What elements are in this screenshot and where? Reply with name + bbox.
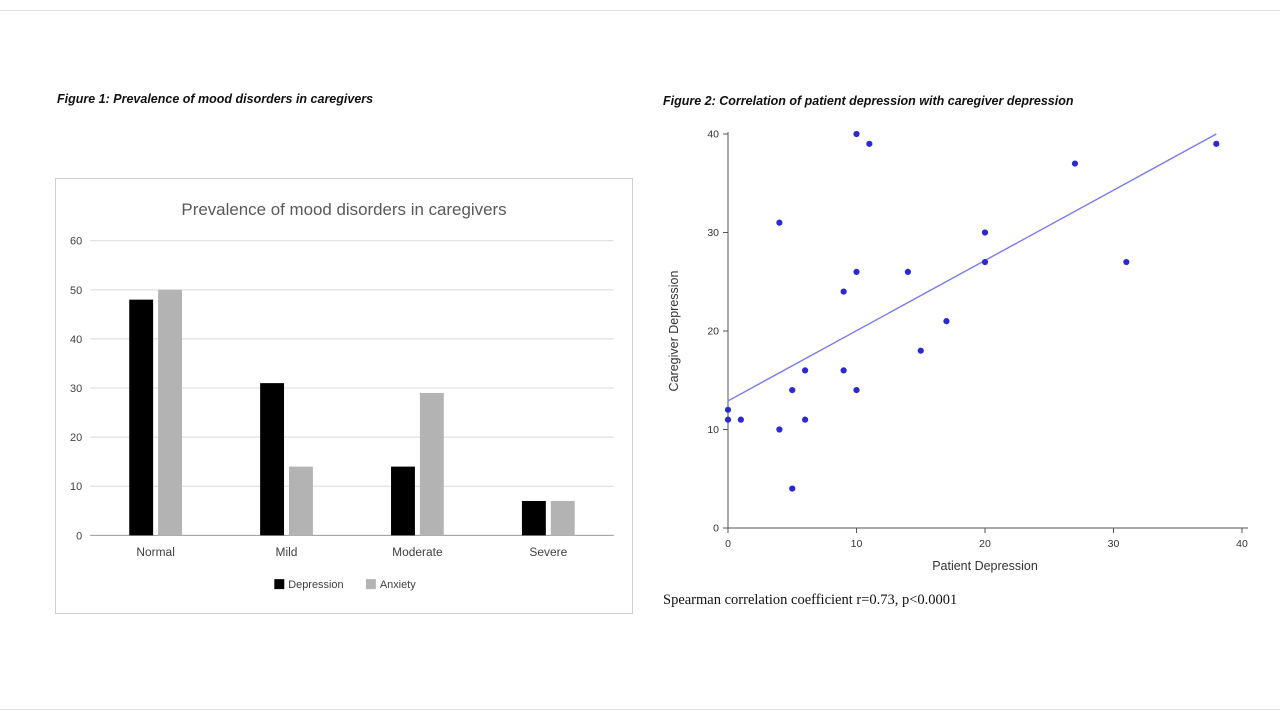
- svg-text:0: 0: [725, 538, 731, 550]
- page-edge-bottom: [0, 709, 1280, 710]
- figure1-caption: Figure 1: Prevalence of mood disorders i…: [57, 92, 374, 106]
- svg-text:40: 40: [707, 129, 719, 141]
- svg-text:Moderate: Moderate: [392, 545, 443, 559]
- svg-text:30: 30: [707, 227, 719, 239]
- svg-text:Normal: Normal: [136, 545, 174, 559]
- svg-text:20: 20: [979, 538, 991, 550]
- svg-text:Prevalence of mood disorders i: Prevalence of mood disorders in caregive…: [181, 200, 506, 219]
- svg-text:30: 30: [70, 383, 82, 395]
- svg-text:20: 20: [707, 326, 719, 338]
- svg-text:10: 10: [707, 424, 719, 436]
- svg-text:0: 0: [713, 523, 719, 535]
- svg-text:60: 60: [70, 236, 82, 248]
- scatter-chart: 0 10 20 30 40 0 10 20 30 40 Patient Depression Care…: [667, 129, 1248, 573]
- svg-text:0: 0: [76, 530, 82, 542]
- svg-text:Depression: Depression: [288, 579, 343, 591]
- svg-text:20: 20: [70, 432, 82, 444]
- bar-chart: Prevalence of mood disorders in caregive…: [70, 200, 614, 591]
- page-edge-top: [0, 10, 1280, 11]
- bar-chart-frame: Prevalence of mood disorders in caregive…: [55, 178, 633, 614]
- svg-text:40: 40: [1236, 538, 1248, 550]
- svg-text:40: 40: [70, 334, 82, 346]
- svg-text:Severe: Severe: [529, 545, 567, 559]
- svg-text:Caregiver Depression: Caregiver Depression: [667, 271, 681, 392]
- figure2-caption: Figure 2: Correlation of patient depress…: [663, 94, 1074, 108]
- svg-text:50: 50: [70, 285, 82, 297]
- svg-text:Patient Depression: Patient Depression: [932, 559, 1038, 573]
- svg-text:30: 30: [1108, 538, 1120, 550]
- svg-text:10: 10: [851, 538, 863, 550]
- spearman-footnote: Spearman correlation coefficient r=0.73,…: [663, 592, 958, 608]
- svg-text:10: 10: [70, 481, 82, 493]
- svg-text:Anxiety: Anxiety: [380, 579, 416, 591]
- svg-text:Mild: Mild: [276, 545, 298, 559]
